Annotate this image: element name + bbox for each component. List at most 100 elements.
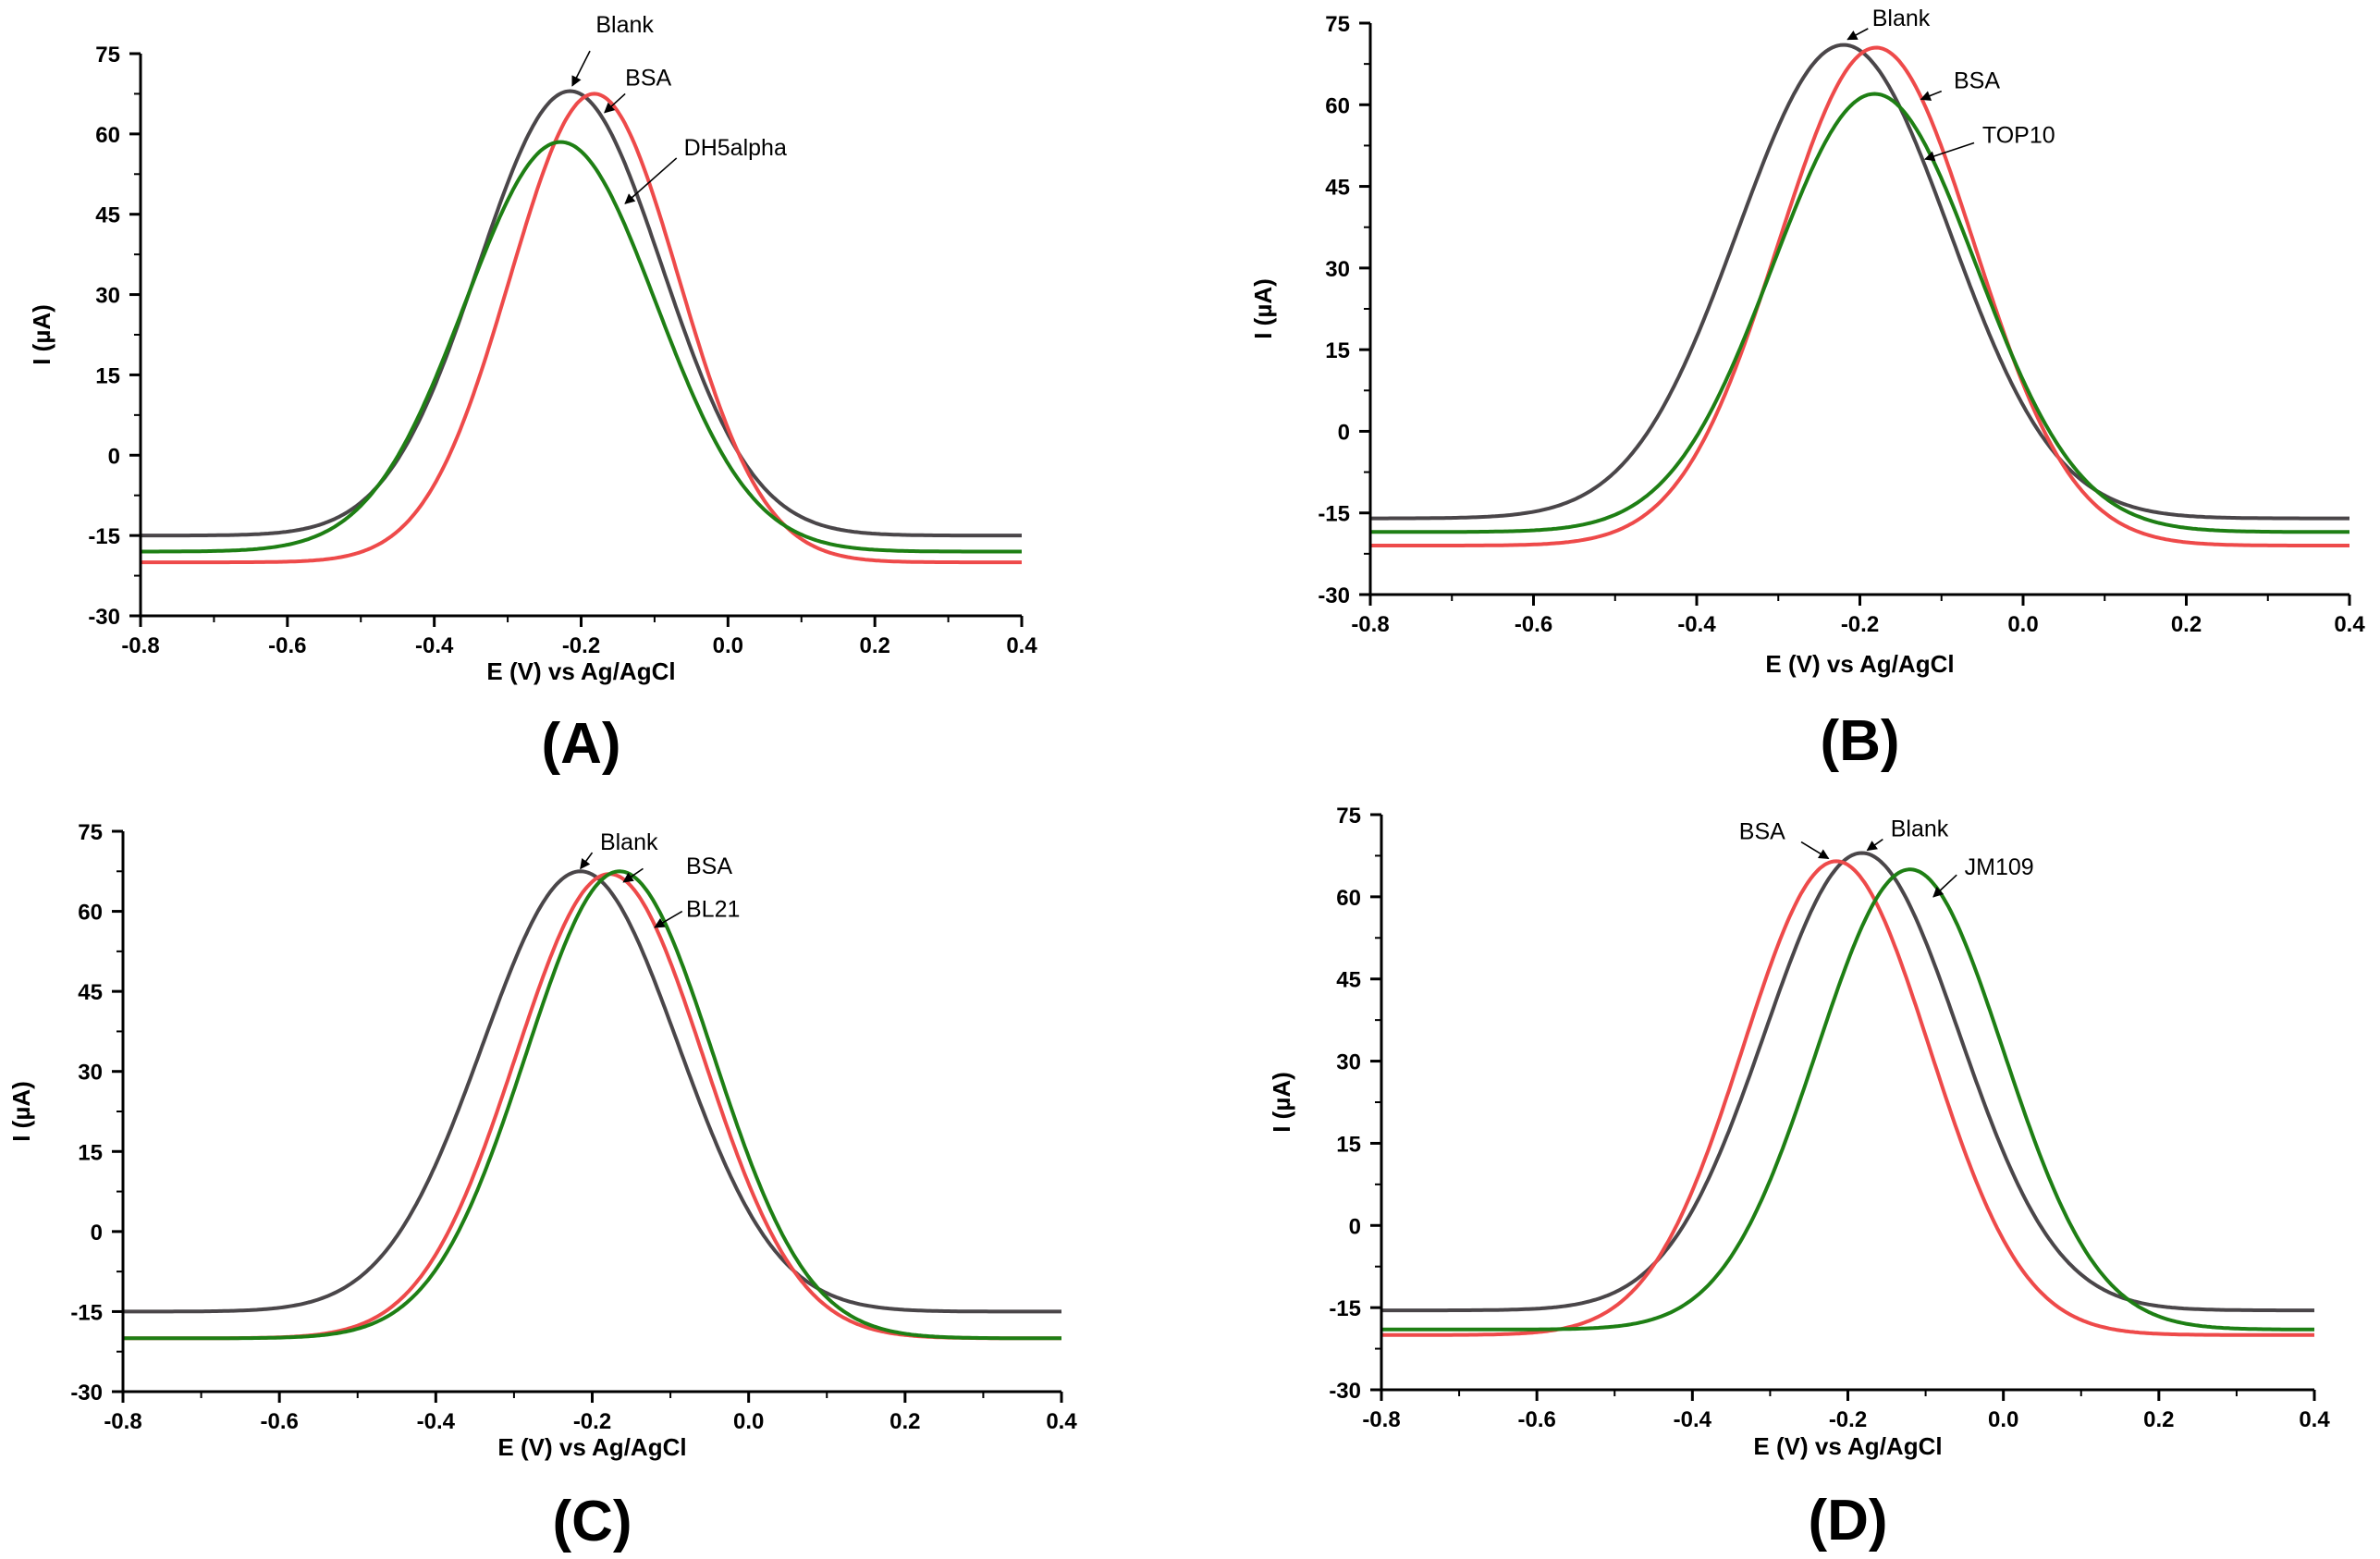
y-tick-label: 0 — [108, 444, 120, 469]
x-tick-label: 0.4 — [2334, 612, 2365, 637]
y-tick-label: 75 — [1336, 804, 1361, 829]
x-tick-label: -0.2 — [1829, 1407, 1867, 1432]
x-tick-label: 0.2 — [859, 633, 889, 658]
y-tick-label: 45 — [1336, 968, 1361, 993]
x-tick-label: -0.2 — [1841, 612, 1879, 637]
y-tick-label: 0 — [1338, 420, 1350, 445]
annotation-label-bsa: BSA — [625, 66, 671, 92]
x-tick-label: -0.6 — [1517, 1407, 1555, 1432]
x-tick-label: -0.4 — [1677, 612, 1716, 637]
annotation-label-jm109: JM109 — [1965, 854, 2034, 880]
y-tick-label: 30 — [78, 1061, 103, 1086]
series-line-blank — [1381, 851, 2314, 1313]
y-axis-title: I (µA) — [1249, 278, 1277, 339]
y-tick-label: 75 — [78, 820, 103, 845]
chart-panel-d: -0.8 -0.6 -0.4 -0.2 0.0 0.2 0.4 -30 -15 0 15 30 45 60… — [1268, 804, 2330, 1553]
annotation-label-bsa: BSA — [1739, 819, 1785, 845]
x-tick-label: -0.8 — [121, 633, 159, 658]
x-axis-title: E (V) vs Ag/AgCl — [497, 1433, 686, 1461]
annotation-arrow-blank — [571, 50, 591, 87]
y-tick-label: 30 — [1336, 1050, 1361, 1075]
y-tick-label: 60 — [78, 901, 103, 926]
y-tick-label: 60 — [1336, 886, 1361, 911]
annotation-arrow-jm109 — [1932, 874, 1957, 898]
x-tick-label: 0.4 — [2299, 1407, 2330, 1432]
annotation-arrow-blank — [1866, 839, 1883, 852]
y-tick-label: 45 — [95, 203, 120, 228]
series-line-jm109 — [1381, 867, 2314, 1332]
panel-label: (C) — [552, 1490, 632, 1553]
x-tick-label: 0.0 — [2007, 612, 2038, 637]
series-line-blank — [1370, 43, 2349, 521]
x-tick-label: -0.6 — [1515, 612, 1552, 637]
y-tick-label: -15 — [88, 524, 120, 549]
y-tick-label: 15 — [1325, 338, 1350, 363]
y-tick-label: -15 — [1318, 502, 1350, 527]
y-tick-label: 0 — [1349, 1214, 1361, 1239]
x-tick-label: 0.4 — [1006, 633, 1037, 658]
y-tick-label: 30 — [95, 284, 120, 309]
y-tick-label: 75 — [1325, 12, 1350, 37]
annotation-arrow-top10 — [1924, 141, 1975, 162]
y-axis-title: I (µA) — [1268, 1072, 1295, 1133]
series-line-top10 — [1370, 92, 2349, 534]
series-line-bsa — [1381, 859, 2314, 1337]
y-tick-label: 15 — [1336, 1132, 1361, 1157]
x-tick-label: -0.2 — [562, 633, 600, 658]
y-tick-label: -15 — [1329, 1296, 1361, 1321]
y-tick-label: 15 — [95, 363, 120, 388]
annotation-label-bl21: BL21 — [686, 896, 740, 922]
y-tick-label: 45 — [1325, 176, 1350, 201]
y-tick-label: 15 — [78, 1140, 103, 1165]
x-tick-label: 0.0 — [733, 1409, 764, 1434]
annotation-label-top10: TOP10 — [1982, 122, 2055, 148]
x-tick-label: -0.8 — [104, 1409, 141, 1434]
annotation-arrow-blank — [1846, 28, 1869, 41]
x-tick-label: 0.2 — [889, 1409, 920, 1434]
panel-label: (B) — [1820, 709, 1899, 773]
annotation-arrow-bsa — [1920, 90, 1943, 101]
y-tick-label: -15 — [70, 1300, 103, 1325]
y-tick-label: 60 — [1325, 93, 1350, 118]
y-tick-label: 60 — [95, 123, 120, 148]
series-line-bsa — [141, 92, 1022, 565]
x-axis-title: E (V) vs Ag/AgCl — [1765, 650, 1954, 678]
annotation-label-dh5alpha: DH5alpha — [684, 135, 787, 161]
x-tick-label: 0.0 — [1988, 1407, 2018, 1432]
panel-label: (A) — [541, 712, 620, 776]
x-tick-label: 0.2 — [2171, 612, 2202, 637]
x-tick-label: -0.8 — [1362, 1407, 1400, 1432]
chart-panel-b: -0.8 -0.6 -0.4 -0.2 0.0 0.2 0.4 -30 -15 0 15 30 45 60… — [1249, 6, 2365, 773]
y-tick-label: -30 — [1329, 1379, 1361, 1404]
x-tick-label: 0.4 — [1046, 1409, 1077, 1434]
series-line-bsa — [123, 872, 1061, 1341]
series-line-bsa — [1370, 45, 2349, 547]
y-tick-label: 0 — [91, 1221, 103, 1246]
annotation-label-blank: Blank — [1891, 816, 1949, 842]
annotation-arrow-dh5alpha — [624, 157, 678, 204]
x-tick-label: -0.6 — [260, 1409, 298, 1434]
y-axis-title: I (µA) — [28, 304, 55, 365]
annotation-arrow-bl21 — [654, 910, 683, 928]
x-tick-label: -0.6 — [268, 633, 306, 658]
series-line-dh5alpha — [141, 140, 1022, 554]
panel-label: (D) — [1808, 1489, 1887, 1553]
annotation-arrow-bsa — [604, 92, 626, 114]
x-tick-label: -0.8 — [1351, 612, 1389, 637]
series-line-bl21 — [123, 869, 1061, 1341]
y-tick-label: -30 — [70, 1381, 103, 1406]
y-tick-label: -30 — [88, 605, 120, 630]
y-tick-label: 30 — [1325, 257, 1350, 282]
annotation-label-bsa: BSA — [686, 853, 732, 879]
annotation-label-blank: Blank — [595, 12, 654, 38]
y-tick-label: -30 — [1318, 583, 1350, 608]
annotation-arrow-blank — [580, 852, 594, 870]
x-tick-label: 0.0 — [713, 633, 743, 658]
series-line-blank — [141, 89, 1022, 538]
annotation-arrow-bsa — [622, 867, 644, 883]
x-tick-label: 0.2 — [2143, 1407, 2174, 1432]
y-axis-title: I (µA) — [7, 1081, 35, 1142]
y-tick-label: 75 — [95, 43, 120, 68]
x-tick-label: -0.4 — [415, 633, 454, 658]
